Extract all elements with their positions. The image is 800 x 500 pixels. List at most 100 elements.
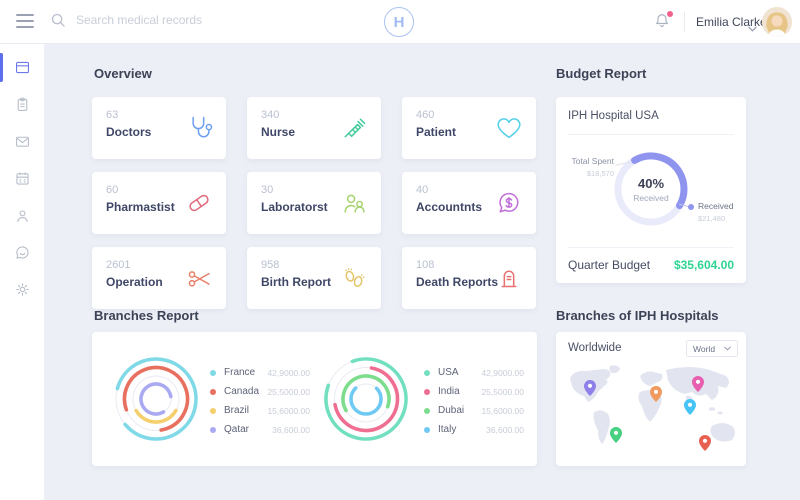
stat-card-pharmastist[interactable]: 60 Pharmastist: [92, 172, 226, 234]
budget-report-panel: IPH Hospital USA 40% Received Total Spen…: [556, 97, 746, 283]
map-subtitle: Worldwide: [568, 342, 622, 354]
stat-label: Pharmastist: [106, 200, 175, 214]
sidebar-item-dashboard[interactable]: [0, 49, 44, 86]
stat-label: Doctors: [106, 125, 152, 139]
map-pins: [584, 376, 711, 451]
branches-report-panel: France 42,9000.00 Canada 25,5000.00 Braz…: [92, 332, 537, 466]
avatar[interactable]: [762, 7, 792, 37]
divider: [568, 134, 734, 135]
pill-icon: [185, 189, 213, 217]
stat-value: 460: [416, 109, 435, 121]
search-input[interactable]: [76, 13, 296, 27]
chat-icon: [15, 246, 29, 259]
heart-icon: [495, 114, 523, 142]
world-map: [570, 365, 735, 451]
map-pin-europe[interactable]: [650, 386, 662, 402]
received-marker-dot: [688, 204, 694, 210]
legend-item: Canada 25,5000.00: [210, 382, 310, 401]
mail-icon: [15, 136, 29, 147]
stat-value: 60: [106, 184, 119, 196]
donut-center-label: 40% Received: [633, 175, 669, 203]
stat-card-laboratorst[interactable]: 30 Laboratorst: [247, 172, 381, 234]
branches-map-panel: Worldwide World: [556, 332, 746, 466]
stat-label: Laboratorst: [261, 200, 328, 214]
baby-feet-icon: [340, 264, 368, 292]
stat-card-patient[interactable]: 460 Patient: [402, 97, 536, 159]
sidebar-item-calendar[interactable]: [0, 160, 44, 197]
stat-value: 30: [261, 184, 274, 196]
sidebar-item-patients[interactable]: [0, 197, 44, 234]
stat-value: 108: [416, 259, 435, 271]
chevron-down-icon[interactable]: [748, 19, 757, 37]
clipboard-icon: [17, 97, 27, 112]
legend-dot: [210, 388, 216, 395]
sidebar-item-reports[interactable]: [0, 86, 44, 123]
budget-hospital-name: IPH Hospital USA: [568, 110, 659, 122]
branches-radial-chart-2: [324, 357, 408, 441]
sidebar-nav: [0, 44, 44, 500]
stat-label: Birth Report: [261, 275, 331, 289]
user-name[interactable]: Emilia Clarke: [696, 15, 767, 29]
stat-value: 63: [106, 109, 119, 121]
legend-item: Italy 36,600.00: [424, 420, 524, 439]
map-pin-asia[interactable]: [684, 399, 696, 415]
total-spent-callout: Total Spent $18,570: [571, 156, 614, 178]
map-pin-russia[interactable]: [692, 376, 704, 392]
branches-legend-1: France 42,9000.00 Canada 25,5000.00 Braz…: [210, 363, 310, 439]
user-icon: [16, 210, 28, 223]
quarter-budget-label: Quarter Budget: [568, 258, 651, 272]
map-pin-north-america[interactable]: [584, 380, 596, 396]
region-dropdown-value: World: [693, 343, 716, 354]
stat-card-birth-report[interactable]: 958 Birth Report: [247, 247, 381, 309]
legend-item: France 42,9000.00: [210, 363, 310, 382]
branches-section-title: Branches Report: [94, 308, 199, 323]
budget-donut-chart: [614, 152, 688, 226]
budget-section-title: Budget Report: [556, 66, 647, 81]
received-callout: Received $21,480: [698, 201, 734, 223]
legend-dot: [424, 388, 430, 395]
legend-dot: [424, 407, 430, 414]
map-pin-australia[interactable]: [699, 435, 711, 451]
syringe-icon: [340, 114, 368, 142]
stat-card-operation[interactable]: 2601 Operation: [92, 247, 226, 309]
stat-value: 340: [261, 109, 280, 121]
legend-item: Qatar 36,600.00: [210, 420, 310, 439]
hospital-logo[interactable]: H: [384, 7, 414, 37]
stat-value: 2601: [106, 259, 131, 271]
notification-badge: [667, 11, 673, 17]
legend-dot: [210, 369, 216, 376]
overview-section-title: Overview: [94, 66, 152, 81]
dollar-bubble-icon: [495, 189, 523, 217]
stat-card-accountnts[interactable]: 40 Accountnts: [402, 172, 536, 234]
sidebar-item-messages[interactable]: [0, 123, 44, 160]
stat-label: Patient: [416, 125, 457, 139]
stethoscope-icon: [185, 114, 213, 142]
stat-card-doctors[interactable]: 63 Doctors: [92, 97, 226, 159]
overview-cards: 63 Doctors 340 Nurse 460 Patient 60 Phar…: [92, 97, 537, 309]
legend-dot: [424, 369, 430, 376]
branches-radial-chart-1: [114, 357, 198, 441]
map-pin-south-america[interactable]: [610, 427, 622, 443]
stat-label: Operation: [106, 275, 163, 289]
stat-card-death-reports[interactable]: 108 Death Reports: [402, 247, 536, 309]
branches-legend-2: USA 42,9000.00 India 25,5000.00 Dubai 15…: [424, 363, 524, 439]
calendar-icon: [15, 172, 29, 185]
notifications-bell-icon[interactable]: [652, 11, 674, 33]
map-section-title: Branches of IPH Hospitals: [556, 308, 719, 323]
region-dropdown[interactable]: World: [686, 340, 738, 357]
stat-label: Death Reports: [416, 275, 499, 289]
header-divider: [684, 12, 685, 32]
top-bar: H Emilia Clarke: [0, 0, 800, 44]
legend-item: Brazil 15,6000.00: [210, 401, 310, 420]
sidebar-item-settings[interactable]: [0, 271, 44, 308]
stat-value: 40: [416, 184, 429, 196]
lab-people-icon: [340, 189, 368, 217]
search-bar: [50, 12, 296, 28]
donut-percent: 40%: [637, 175, 665, 191]
stat-label: Accountnts: [416, 200, 482, 214]
legend-item: India 25,5000.00: [424, 382, 524, 401]
stat-card-nurse[interactable]: 340 Nurse: [247, 97, 381, 159]
sidebar-item-chat[interactable]: [0, 234, 44, 271]
chevron-down-icon: [724, 346, 731, 351]
hamburger-menu-icon[interactable]: [16, 14, 34, 30]
